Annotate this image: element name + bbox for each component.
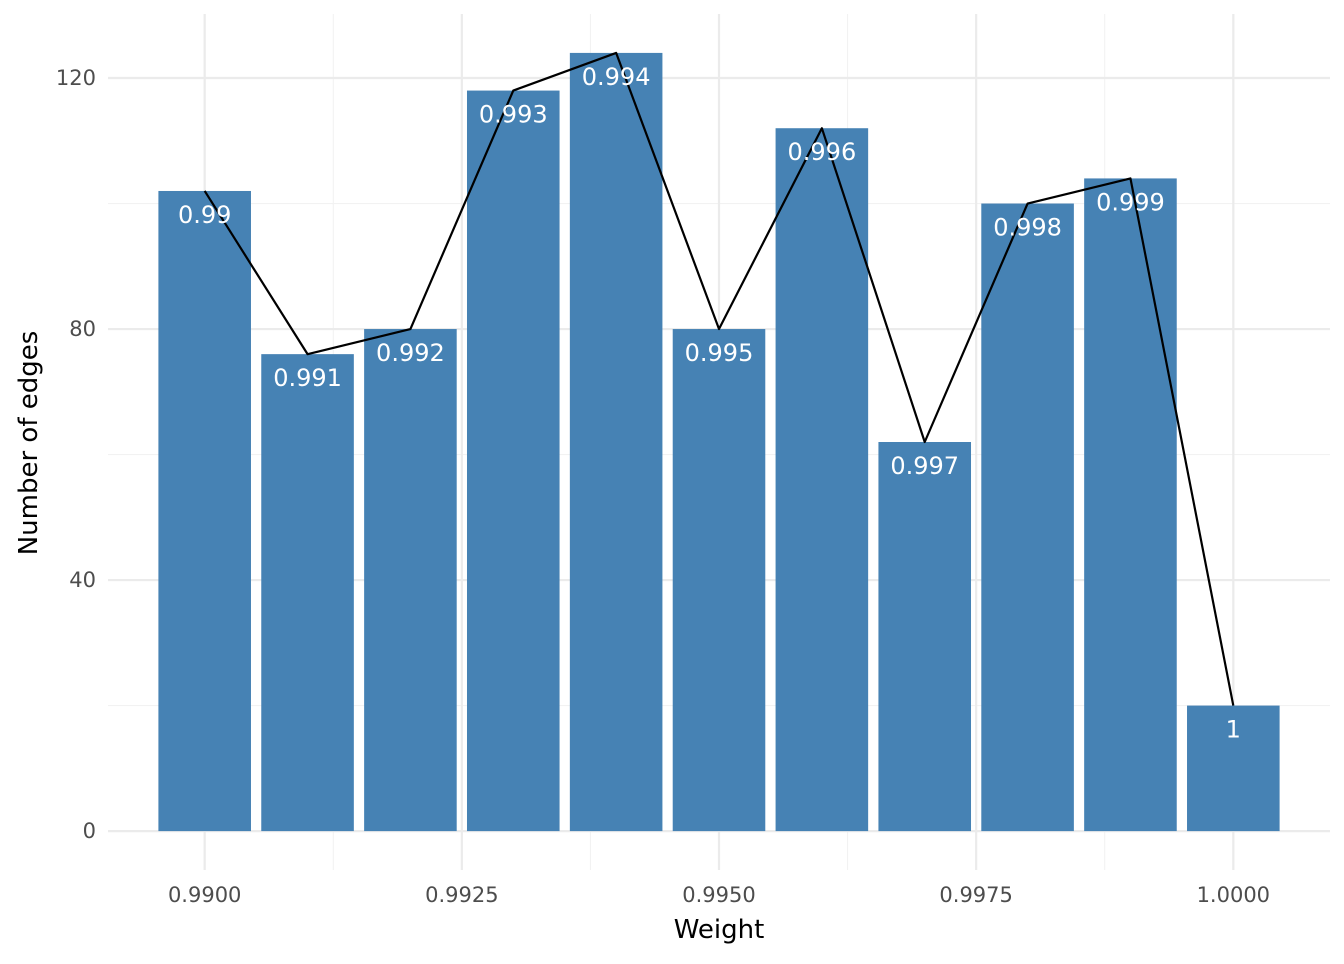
bar (261, 354, 354, 832)
overlay-line-layer (203, 51, 1235, 706)
bar-label: 0.996 (788, 138, 857, 166)
overlay-line (203, 51, 1235, 706)
bars (158, 52, 1280, 832)
x-tick-label: 0.9900 (168, 883, 241, 907)
bar (1084, 178, 1177, 832)
y-tick-label: 0 (83, 819, 96, 843)
bar (569, 52, 663, 832)
bar (1187, 705, 1280, 832)
y-axis-title: Number of edges (14, 331, 44, 556)
bar-label: 0.999 (1096, 188, 1165, 216)
y-tick-label: 120 (56, 66, 96, 90)
x-tick-label: 0.9950 (682, 883, 755, 907)
bar-label: 0.994 (582, 63, 651, 91)
bar-labels: 0.99 0.991 0.992 0.993 0.994 0.995 0.996 0.997 0… (178, 63, 1241, 744)
bar (672, 329, 766, 832)
y-tick-label: 80 (69, 317, 96, 341)
bar (466, 90, 560, 832)
x-tick-label: 1.0000 (1197, 883, 1270, 907)
bar (158, 190, 251, 832)
axis-ticks: 0.9900 0.9925 0.9950 0.9975 1.0000 0 40 80 120 (56, 66, 1270, 907)
bar-label: 0.992 (376, 339, 445, 367)
bar-label: 0.993 (479, 101, 548, 129)
bar-label: 0.995 (685, 339, 754, 367)
x-axis-title: Weight (674, 915, 765, 945)
bar-label: 0.99 (178, 201, 231, 229)
y-tick-label: 40 (69, 568, 96, 592)
bar-label: 0.991 (273, 364, 342, 392)
bar (981, 203, 1074, 832)
bar (878, 442, 972, 832)
bar-label: 1 (1226, 716, 1241, 744)
bar (364, 329, 457, 832)
x-tick-label: 0.9925 (425, 883, 498, 907)
bar (775, 128, 869, 832)
bar-label: 0.998 (993, 214, 1062, 242)
x-tick-label: 0.9975 (939, 883, 1012, 907)
bar-label: 0.997 (890, 452, 959, 480)
